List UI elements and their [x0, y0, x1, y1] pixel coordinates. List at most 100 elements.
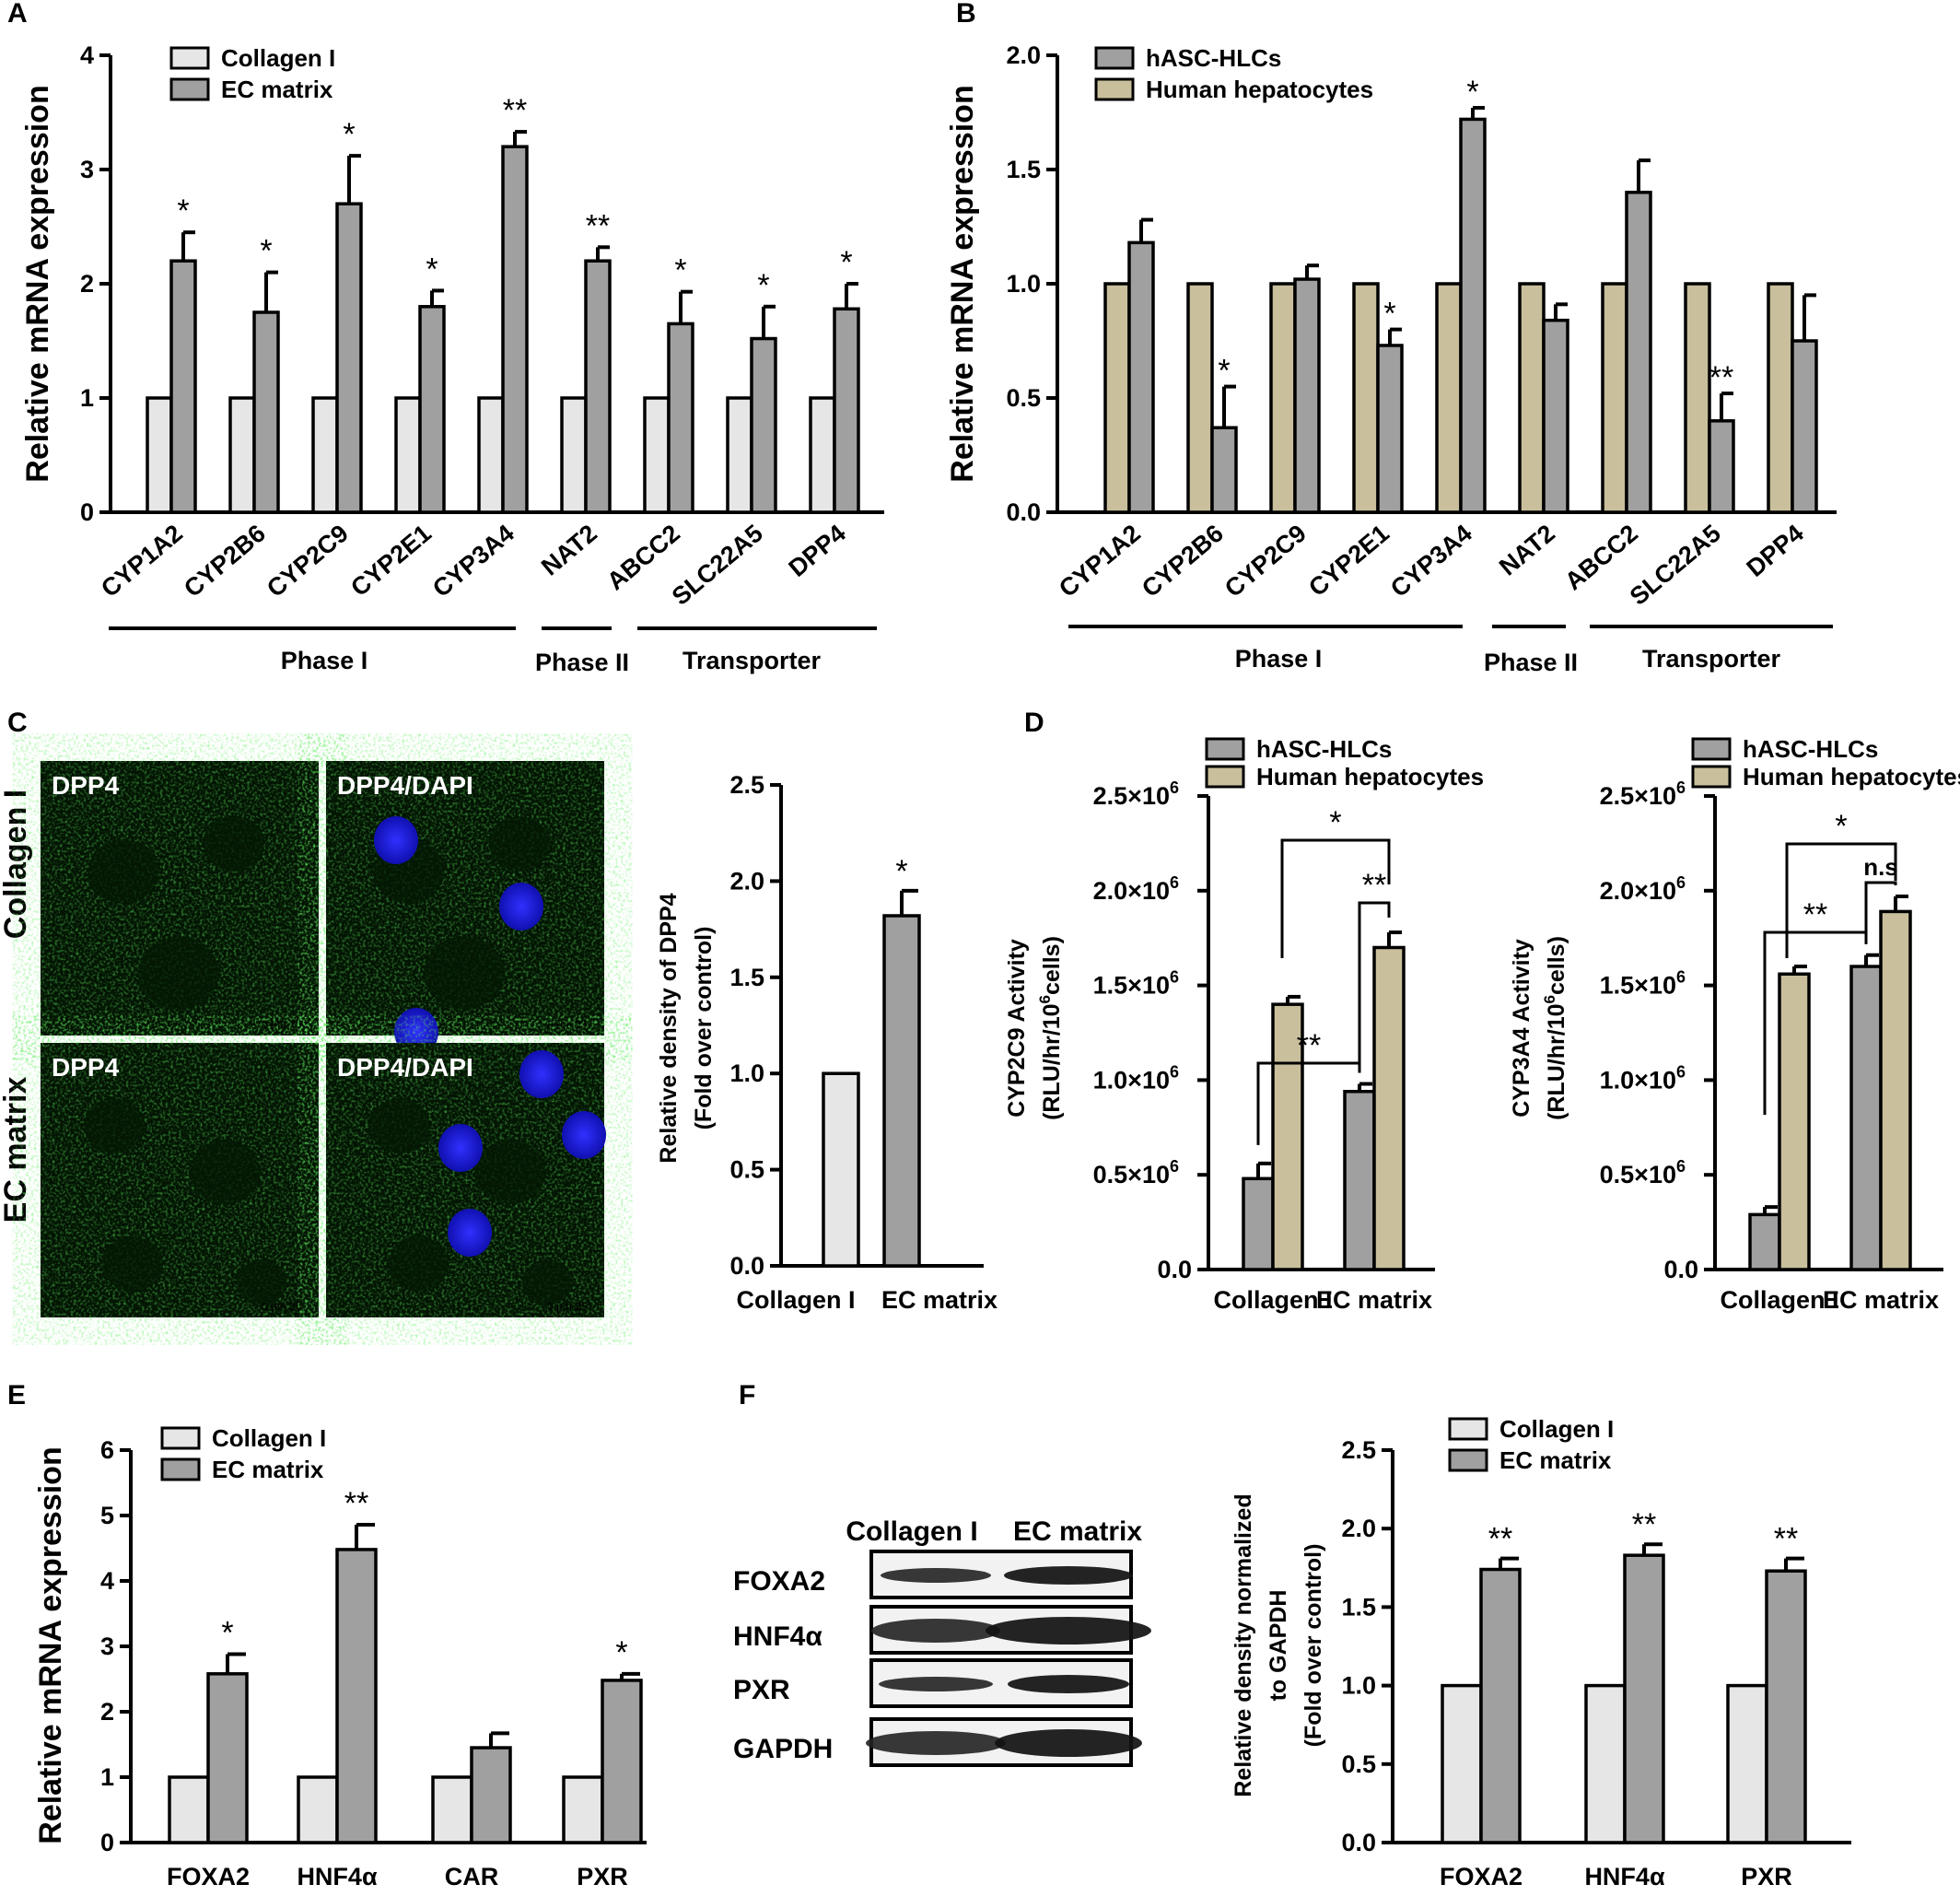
y-tick-exp: 6	[1676, 1157, 1686, 1176]
dapi-nucleus	[374, 816, 418, 864]
y-tick-label-D2: 1.0×106	[1600, 1062, 1686, 1094]
legend-swatch	[1094, 46, 1135, 70]
panel-label-d: D	[1024, 708, 1044, 738]
y-axis-label: Relative density normalized	[1231, 1493, 1256, 1797]
legend-label: Human hepatocytes	[1743, 763, 1960, 790]
y-axis-label: (RLU/hr/106cells)	[1036, 936, 1065, 1120]
significance-marker: **	[1362, 868, 1386, 903]
category-label: DPP4	[784, 520, 851, 582]
bar-human-hepatocytes	[1186, 282, 1214, 514]
wb-band	[1008, 1675, 1129, 1693]
chart-f: 0.0 0.5 1.0 1.5 2.0 2.5 Relative density norma…	[1231, 1415, 1851, 1890]
bar-human-hepatocytes	[1879, 909, 1912, 1271]
cell-dark-nucleus-region	[236, 1259, 287, 1305]
y-tick-label-B: 1.5	[1006, 156, 1041, 183]
category-label: HNF4α	[1584, 1863, 1665, 1890]
y-tick-label-C: 0.5	[729, 1156, 764, 1184]
category-label: CYP3A4	[427, 520, 519, 603]
bar-collagen	[297, 1775, 339, 1844]
significance-marker: *	[1383, 297, 1395, 332]
bar-ec-matrix	[750, 336, 777, 514]
bar-human-hepatocytes	[1103, 282, 1131, 514]
y-label-exp: 6	[1541, 995, 1558, 1003]
significance-bracket	[1280, 838, 1391, 958]
legend-swatch	[160, 1457, 201, 1481]
bar-human-hepatocytes	[1684, 282, 1711, 514]
bar-ec-matrix	[470, 1746, 512, 1844]
category-label: NAT2	[1494, 520, 1560, 581]
chart-d-cyp2c9: 0.0 0.5×106 1.0×106 1.5×106 2.0×106 2.5×106 CY…	[1004, 735, 1484, 1314]
chart-c: 0.0 0.5 1.0 1.5 2.0 2.5 Relative density of DP…	[656, 771, 998, 1314]
legend-swatch	[1448, 1417, 1488, 1441]
significance-marker: **	[1803, 897, 1827, 932]
significance-marker: *	[177, 193, 189, 228]
significance-marker: **	[1632, 1507, 1656, 1542]
panel-label-f: F	[739, 1380, 755, 1410]
wb-band	[881, 1568, 991, 1583]
y-axis-label: Relative mRNA expression	[20, 85, 55, 482]
wb-col-collagen: Collagen I	[846, 1516, 977, 1547]
y-tick-label-F: 2.5	[1341, 1436, 1376, 1464]
significance-bracket	[1864, 881, 1897, 944]
category-label: CYP2E1	[345, 520, 437, 603]
micro-row-label-collagen: Collagen I	[0, 790, 33, 939]
cell-dark-nucleus-region	[189, 1140, 261, 1204]
scale-bar-label: 0 μm 25	[262, 1300, 302, 1313]
legend-swatch	[1205, 737, 1245, 761]
legend-label: Collagen I	[221, 44, 335, 72]
significance-bracket	[1785, 842, 1897, 958]
legend-swatch	[169, 46, 210, 70]
category-label: PXR	[577, 1863, 628, 1890]
legend-label: EC matrix	[1499, 1446, 1612, 1474]
dapi-nucleus	[438, 1124, 483, 1172]
category-label: CYP2C9	[1219, 520, 1312, 603]
bar-hasc-hlcs	[1343, 1089, 1376, 1271]
significance-marker: *	[757, 268, 769, 303]
y-tick-label-E: 4	[100, 1567, 114, 1595]
significance-marker: *	[343, 117, 355, 152]
category-label: EC matrix	[1823, 1286, 1939, 1314]
bar-hasc-hlcs	[1708, 419, 1735, 514]
significance-marker: n.s	[1863, 853, 1898, 881]
bar-human-hepatocytes	[1372, 945, 1406, 1271]
scale-bar-label: 0 μm 25	[547, 1300, 588, 1313]
cell-dark-nucleus-region	[424, 936, 505, 1010]
bar-human-hepatocytes	[1778, 972, 1811, 1271]
bar-collagen	[311, 396, 339, 514]
significance-marker: *	[1466, 75, 1478, 110]
significance-marker: *	[615, 1635, 627, 1670]
category-label: PXR	[1741, 1863, 1792, 1890]
bar-hasc-hlcs	[1849, 965, 1883, 1271]
y-tick-label-C: 0.0	[729, 1252, 764, 1280]
y-axis-label: Relative mRNA expression	[945, 85, 980, 482]
significance-marker: **	[586, 208, 610, 243]
significance-marker: **	[503, 93, 527, 128]
legend-swatch	[1205, 765, 1245, 789]
category-label: CYP2E1	[1303, 520, 1394, 603]
y-label-rest: cells)	[1039, 936, 1065, 995]
y-tick-label-B: 0.5	[1006, 384, 1041, 412]
significance-marker: *	[1218, 354, 1230, 389]
dapi-nucleus	[499, 883, 543, 930]
legend-label: hASC-HLCs	[1256, 735, 1392, 763]
y-tick-label-B: 0.0	[1006, 498, 1041, 526]
significance-marker: **	[1774, 1522, 1798, 1557]
y-tick-label-D1: 2.5×106	[1093, 778, 1179, 810]
y-tick-label-A: 0	[80, 498, 94, 526]
bar-collagen	[1584, 1683, 1627, 1844]
y-tick-label-D2: 2.5×106	[1600, 778, 1686, 810]
bar-ec-matrix	[252, 310, 280, 514]
cell-dark-nucleus-region	[388, 1236, 449, 1292]
bar-hasc-hlcs	[1210, 426, 1238, 514]
bar-collagen	[168, 1775, 210, 1844]
wb-row-label: GAPDH	[733, 1734, 833, 1764]
category-label: FOXA2	[1440, 1863, 1522, 1890]
bar-hasc-hlcs	[1242, 1176, 1275, 1271]
bar-human-hepatocytes	[1601, 282, 1628, 514]
significance-marker: **	[344, 1486, 368, 1521]
y-tick-exp: 6	[1676, 1062, 1686, 1081]
y-tick-label-F: 0.0	[1341, 1829, 1376, 1856]
y-tick-label-A: 3	[80, 156, 94, 183]
chart-b: 0.0 0.5 1.0 1.5 2.0 Relative mRNA expression C…	[945, 41, 1837, 611]
